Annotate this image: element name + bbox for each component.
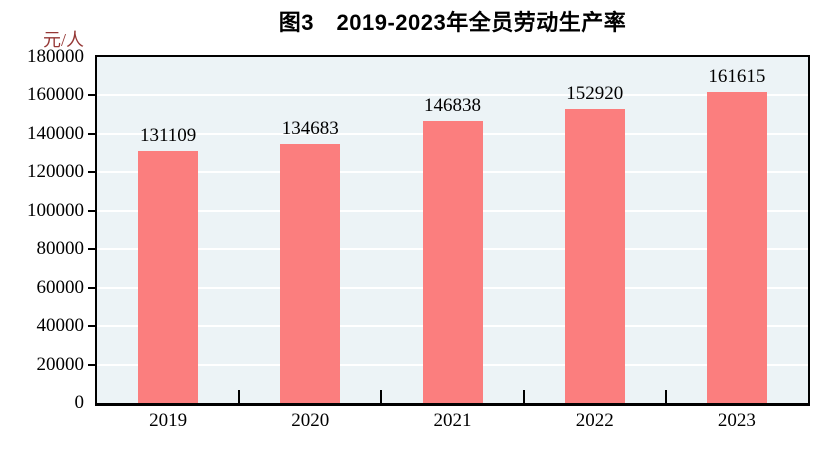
y-axis-tick <box>88 209 95 212</box>
y-axis-tick-label: 160000 <box>27 84 84 106</box>
y-axis-tick <box>88 286 95 289</box>
bar-value-label: 134683 <box>281 118 339 140</box>
y-axis-tick <box>88 363 95 366</box>
bar <box>706 92 767 403</box>
x-axis-tick <box>664 390 667 403</box>
bar-value-label: 161615 <box>708 66 766 88</box>
y-axis-tick-label: 120000 <box>27 161 84 183</box>
y-axis-tick <box>88 94 95 97</box>
bar <box>422 120 483 403</box>
y-axis-tick <box>88 248 95 251</box>
y-axis-tick-label: 60000 <box>36 276 85 298</box>
y-axis-tick <box>88 325 95 328</box>
x-axis-tick-label: 2019 <box>149 410 188 431</box>
x-axis-tick-label: 2023 <box>717 410 756 431</box>
bar-value-label: 131109 <box>139 124 197 146</box>
chart-title: 图3 2019-2023年全员劳动生产率 <box>278 10 627 35</box>
y-axis-tick-label: 20000 <box>36 353 85 375</box>
x-axis-tick <box>238 390 241 403</box>
bar <box>138 150 199 403</box>
plot-area: 131109 134683 146838 152920 161615 <box>97 57 808 403</box>
bar <box>280 144 341 403</box>
gridline <box>97 94 808 97</box>
y-axis-tick-label: 0 <box>74 392 85 413</box>
bar-value-label: 146838 <box>424 94 481 116</box>
y-axis-tick-label: 140000 <box>27 122 84 144</box>
bar <box>564 109 625 403</box>
y-axis-tick-label: 40000 <box>36 315 85 337</box>
y-axis-tick-label: 80000 <box>36 238 85 260</box>
y-axis-tick <box>88 132 95 135</box>
x-axis-tick-label: 2020 <box>291 410 330 431</box>
x-axis-tick <box>522 390 525 403</box>
x-axis-tick-label: 2022 <box>575 410 614 431</box>
x-axis-tick-label: 2021 <box>433 410 472 431</box>
y-axis-tick-label: 100000 <box>27 199 84 221</box>
bar-value-label: 152920 <box>566 83 624 105</box>
x-axis-tick <box>380 390 383 403</box>
y-axis-tick <box>88 171 95 174</box>
y-axis-unit-label: 元/人 <box>42 30 84 50</box>
